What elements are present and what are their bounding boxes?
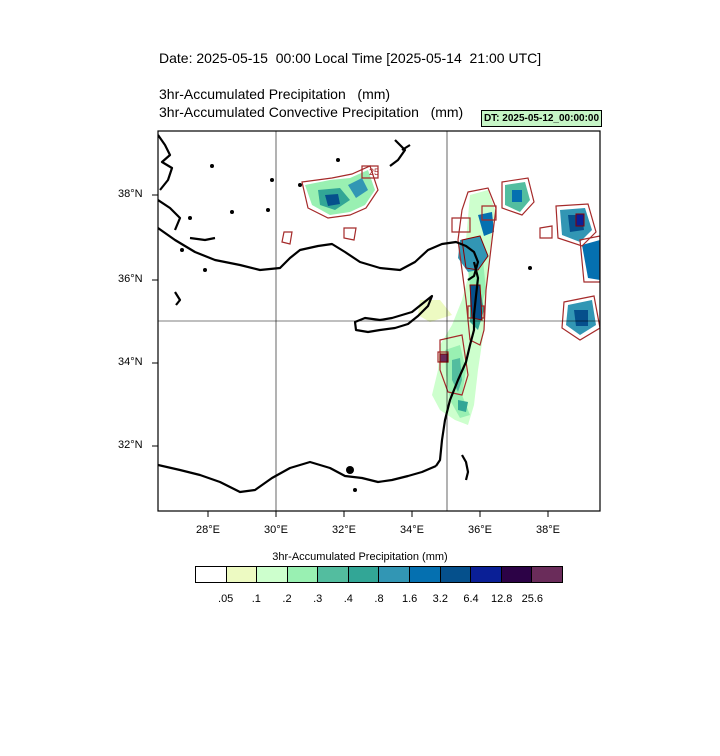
- colorbar-label: 12.8: [490, 593, 513, 605]
- coastlines: [158, 134, 480, 494]
- coastline-aegean: [158, 134, 174, 191]
- map-frame: [157, 130, 601, 512]
- colorbar-swatch: [196, 567, 227, 582]
- coastline-levant: [435, 261, 480, 467]
- islands: [180, 158, 532, 492]
- lat-tick-label: 36°N: [118, 273, 143, 285]
- colorbar-swatch: [226, 567, 258, 582]
- precip-title: 3hr-Accumulated Precipitation (mm): [159, 86, 391, 102]
- lon-tick-label: 36°E: [468, 524, 492, 536]
- colorbar-swatch: [532, 567, 562, 582]
- precip-cluster-east: [582, 240, 600, 280]
- colorbar-swatch: [440, 567, 472, 582]
- lon-tick-label: 34°E: [400, 524, 424, 536]
- lon-tick-label: 30°E: [264, 524, 288, 536]
- colorbar-title: 3hr-Accumulated Precipitation (mm): [272, 551, 448, 563]
- coastline-dead-sea: [461, 454, 470, 481]
- colorbar-label: 1.6: [402, 593, 418, 605]
- colorbar-swatch: [501, 567, 533, 582]
- lat-tick-label: 32°N: [118, 439, 143, 451]
- colorbar: [195, 566, 563, 583]
- colorbar-label: 3.2: [432, 593, 448, 605]
- colorbar-label: 25.6: [521, 593, 544, 605]
- dt-badge: DT: 2025-05-12_00:00:00: [481, 110, 602, 127]
- colorbar-swatch: [379, 567, 411, 582]
- lon-tick-label: 38°E: [536, 524, 560, 536]
- coastline-aegean: [401, 144, 411, 151]
- date-title: Date: 2025-05-15 00:00 Local Time [2025-…: [159, 50, 542, 66]
- precip-cluster-east: [512, 190, 522, 202]
- lon-tick-label: 28°E: [196, 524, 220, 536]
- colorbar-label: .1: [251, 593, 261, 605]
- coastline-aegean: [189, 236, 216, 242]
- colorbar-label: .8: [374, 593, 384, 605]
- colorbar-swatch: [410, 567, 441, 582]
- convective-precip-title: 3hr-Accumulated Convective Precipitation…: [159, 104, 464, 120]
- colorbar-swatch: [348, 567, 380, 582]
- axis-ticks: [152, 194, 549, 517]
- coastline-aegean: [158, 199, 182, 231]
- contour-label: 25: [369, 167, 379, 177]
- coastline-aegean: [174, 291, 182, 306]
- grid-lines: [158, 131, 600, 511]
- coastline-cyprus: [353, 294, 434, 334]
- coastline-turkey: [158, 227, 480, 281]
- precip-light-area: [418, 300, 452, 322]
- coastline-egypt: [158, 460, 437, 494]
- colorbar-swatch: [287, 567, 319, 582]
- colorbar-label: .3: [313, 593, 323, 605]
- coastline-aegean: [389, 139, 407, 167]
- colorbar-label: 6.4: [463, 593, 479, 605]
- map-content: [158, 134, 600, 494]
- precip-cluster-turkey: [348, 178, 368, 198]
- colorbar-label: .05: [218, 593, 234, 605]
- colorbar-swatch: [257, 567, 288, 582]
- lon-tick-label: 32°E: [332, 524, 356, 536]
- lat-tick-label: 34°N: [118, 356, 143, 368]
- precip-cluster-east: [574, 310, 588, 326]
- precip-cluster-turkey: [325, 194, 340, 206]
- precip-mid-area: [452, 358, 462, 392]
- colorbar-swatch: [471, 567, 502, 582]
- precip-heavy-area: [458, 400, 468, 412]
- colorbar-label: .2: [282, 593, 292, 605]
- colorbar-label: .4: [343, 593, 353, 605]
- convective-contours: [281, 165, 600, 396]
- lat-tick-label: 38°N: [118, 188, 143, 200]
- colorbar-swatch: [318, 567, 349, 582]
